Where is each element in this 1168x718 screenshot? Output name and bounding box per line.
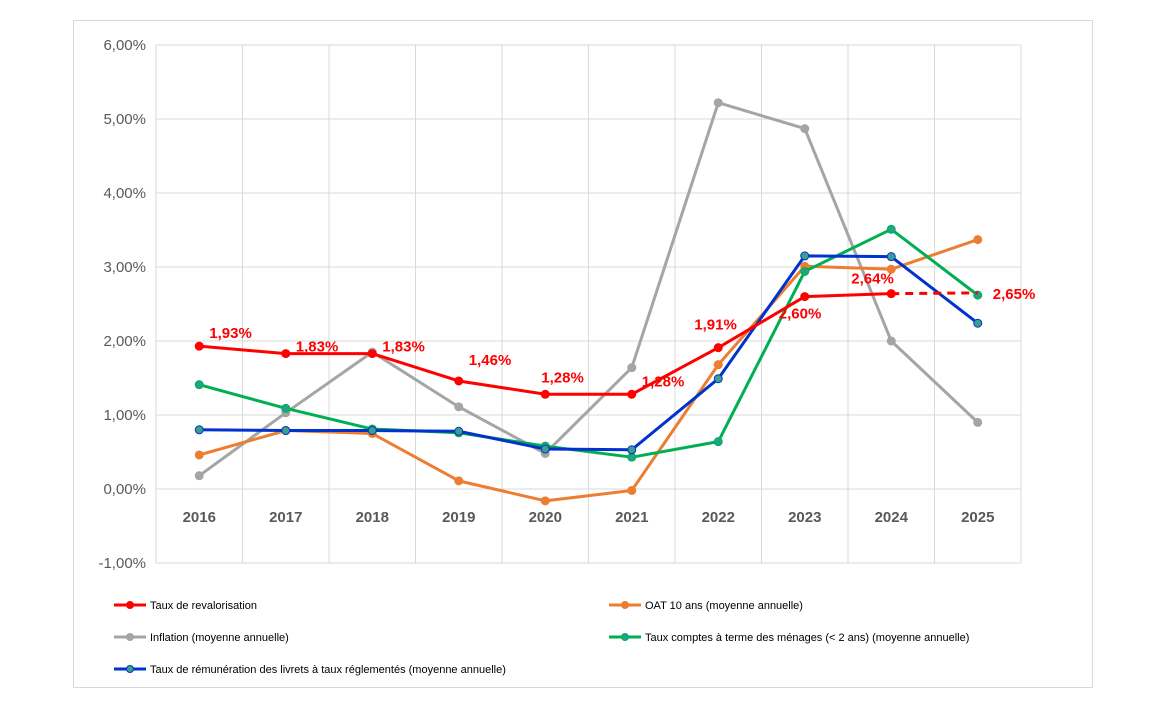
data-label: 1,91% [694, 317, 737, 334]
data-point [713, 360, 723, 370]
series-line-projection [891, 291, 978, 296]
y-tick-label: 1,00% [103, 407, 146, 424]
data-point [713, 437, 723, 447]
x-tick-label: 2025 [961, 509, 994, 526]
x-tick-label: 2016 [183, 509, 216, 526]
data-label: 1,83% [382, 339, 425, 356]
series-lines [194, 98, 983, 506]
data-point [627, 363, 637, 373]
x-tick-label: 2021 [615, 509, 648, 526]
y-axis: -1,00% 0,00% 1,00% 2,00% 3,00% 4,00% 5,00% 6,00… [98, 37, 146, 572]
x-tick-label: 2017 [269, 509, 302, 526]
data-point [281, 426, 291, 436]
data-label: 2,60% [779, 306, 822, 323]
data-point [800, 124, 810, 134]
data-label: 1,46% [469, 352, 512, 369]
data-point [627, 452, 637, 462]
x-tick-label: 2020 [529, 509, 562, 526]
data-point [973, 417, 983, 427]
legend-label: Taux de rémunération des livrets à taux … [150, 664, 506, 676]
data-point [194, 380, 204, 390]
y-tick-label: 4,00% [103, 185, 146, 202]
data-point [627, 445, 637, 455]
data-point [454, 476, 464, 486]
legend-marker [126, 633, 134, 641]
data-point [973, 235, 983, 245]
y-tick-label: 3,00% [103, 259, 146, 276]
data-point [800, 292, 810, 302]
data-point [973, 290, 983, 300]
series-line [199, 254, 979, 452]
data-label: 2,64% [851, 271, 894, 288]
data-label: 1,93% [209, 325, 252, 342]
data-point [194, 471, 204, 481]
data-point [886, 252, 896, 262]
y-tick-label: 5,00% [103, 111, 146, 128]
y-tick-label: 0,00% [103, 481, 146, 498]
legend-label: OAT 10 ans (moyenne annuelle) [645, 600, 803, 612]
data-label: 1,28% [541, 369, 584, 386]
data-point [886, 224, 896, 234]
data-point [454, 376, 464, 386]
x-tick-label: 2019 [442, 509, 475, 526]
data-point [886, 264, 896, 274]
x-tick-label: 2024 [875, 509, 909, 526]
series-line [198, 227, 979, 459]
x-tick-label: 2022 [702, 509, 735, 526]
data-point [194, 450, 204, 460]
gridlines [155, 44, 1022, 564]
legend-label: Taux de revalorisation [150, 600, 257, 612]
data-label: 1,83% [296, 339, 339, 356]
series-line [198, 101, 979, 477]
data-point [713, 98, 723, 108]
data-point [886, 336, 896, 346]
data-point [713, 374, 723, 384]
data-point [454, 402, 464, 412]
legend-label: Taux comptes à terme des ménages (< 2 an… [645, 632, 969, 644]
data-point [281, 349, 291, 359]
legend-marker [621, 633, 629, 641]
data-point [800, 266, 810, 276]
data-point [713, 343, 723, 353]
legend-marker [126, 601, 134, 609]
data-point [973, 318, 983, 328]
data-point [540, 496, 550, 506]
data-point [454, 426, 464, 436]
data-point [367, 349, 377, 359]
data-point [367, 426, 377, 436]
line-chart: -1,00% 0,00% 1,00% 2,00% 3,00% 4,00% 5,00% 6,00… [98, 37, 1035, 676]
data-labels: 1,93% 1,83% 1,83% 1,46% 1,28% 1,28% 1,91% 2,60%… [209, 271, 1035, 391]
data-point [886, 289, 896, 299]
data-point [540, 389, 550, 399]
data-point [194, 425, 204, 435]
data-label: 1,28% [642, 373, 685, 390]
chart-frame: -1,00% 0,00% 1,00% 2,00% 3,00% 4,00% 5,00% 6,00… [73, 20, 1093, 688]
data-point [627, 389, 637, 399]
legend: Taux de revalorisation OAT 10 ans (moyenn… [114, 600, 969, 676]
legend-label: Inflation (moyenne annuelle) [150, 632, 289, 644]
y-tick-label: 2,00% [103, 333, 146, 350]
x-axis: 2016 2017 2018 2019 2020 2021 2022 2023 2024 2025 [183, 509, 995, 526]
data-point [627, 485, 637, 495]
legend-marker [126, 665, 134, 673]
data-point [194, 341, 204, 351]
x-tick-label: 2023 [788, 509, 821, 526]
y-tick-label: -1,00% [98, 555, 146, 572]
data-point [540, 444, 550, 454]
data-point [800, 251, 810, 261]
y-tick-label: 6,00% [103, 37, 146, 54]
data-point [281, 403, 291, 413]
x-tick-label: 2018 [356, 509, 389, 526]
legend-marker [621, 601, 629, 609]
data-label: 2,65% [993, 286, 1036, 303]
